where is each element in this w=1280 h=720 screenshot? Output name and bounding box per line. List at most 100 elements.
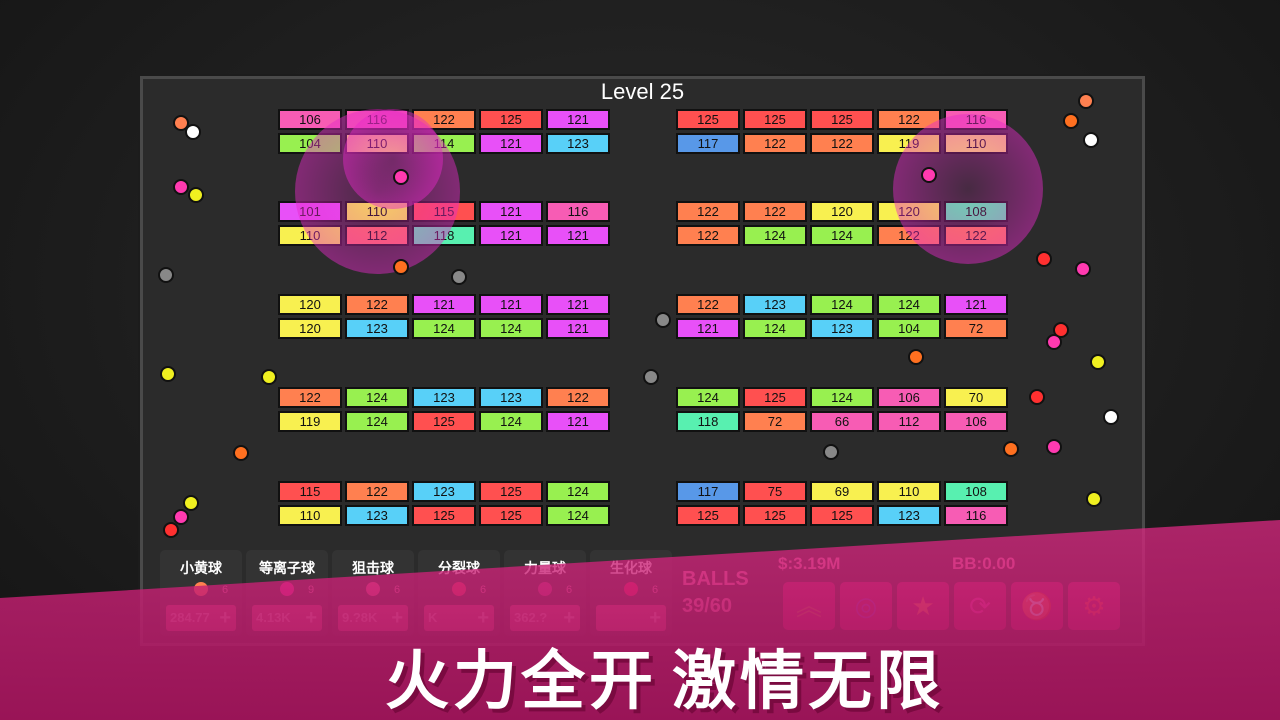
brick: 125	[479, 481, 543, 502]
brick: 75	[743, 481, 807, 502]
stars-icon: ★	[911, 591, 935, 621]
ball-type-count: 6	[652, 584, 659, 596]
brick: 121	[479, 225, 543, 246]
ball	[1046, 439, 1062, 455]
buy-ball-button[interactable]: +	[596, 605, 666, 631]
ball	[1046, 334, 1062, 350]
ball	[1036, 251, 1052, 267]
brick: 125	[412, 505, 476, 526]
refresh-button[interactable]: ⟳	[954, 582, 1006, 630]
strongman-button[interactable]: ♉	[1011, 582, 1063, 630]
buy-ball-button[interactable]: 362.? +	[510, 605, 580, 631]
ball-type-slot[interactable]: 分裂球 6 K +	[418, 550, 500, 636]
brick: 124	[345, 411, 409, 432]
brick: 124	[743, 318, 807, 339]
ball	[1029, 389, 1045, 405]
brick: 124	[546, 481, 610, 502]
ball-type-name: 生化球	[610, 560, 652, 576]
ball-type-slot[interactable]: 小黄球 6 284.77 +	[160, 550, 242, 636]
ball	[163, 522, 179, 538]
brick: 123	[345, 505, 409, 526]
ball-type-slot[interactable]: 力量球 6 362.? +	[504, 550, 586, 636]
vortex-button[interactable]: ◎	[840, 582, 892, 630]
ball-price: 362.?	[514, 610, 548, 625]
brick: 66	[810, 411, 874, 432]
brick: 110	[877, 481, 941, 502]
brick: 121	[412, 294, 476, 315]
brick: 122	[676, 225, 740, 246]
brick-grid: 124 125 124 106 70 118 72 66 112 106	[676, 387, 1008, 432]
brick: 121	[479, 294, 543, 315]
brick: 122	[412, 109, 476, 130]
brick-grid: 117 75 69 110 108 125 125 125 123 116	[676, 481, 1008, 526]
brick: 125	[412, 411, 476, 432]
settings-gear-button[interactable]: ⚙	[1068, 582, 1120, 630]
brick: 106	[278, 109, 342, 130]
ball	[655, 312, 671, 328]
brick: 120	[810, 201, 874, 222]
ball	[261, 369, 277, 385]
brick: 120	[278, 318, 342, 339]
brick: 101	[278, 201, 342, 222]
brick: 122	[546, 387, 610, 408]
ball	[1063, 113, 1079, 129]
brick: 124	[810, 294, 874, 315]
brick: 123	[479, 387, 543, 408]
ball	[160, 366, 176, 382]
ball	[921, 167, 937, 183]
ball-type-slot[interactable]: 等离子球 9 4.13K +	[246, 550, 328, 636]
stars-button[interactable]: ★	[897, 582, 949, 630]
upgrade-chevrons-button[interactable]: ︽	[783, 582, 835, 630]
ball	[393, 169, 409, 185]
refresh-icon: ⟳	[969, 591, 991, 621]
buy-ball-button[interactable]: K +	[424, 605, 494, 631]
brick: 123	[810, 318, 874, 339]
brick: 123	[743, 294, 807, 315]
ball	[173, 179, 189, 195]
brick: 123	[412, 481, 476, 502]
plus-icon: +	[649, 607, 661, 629]
ball	[823, 444, 839, 460]
ball-type-name: 小黄球	[180, 560, 222, 576]
brick: 115	[412, 201, 476, 222]
brick: 125	[743, 505, 807, 526]
buy-ball-button[interactable]: 4.13K +	[252, 605, 322, 631]
ball	[158, 267, 174, 283]
ball	[643, 369, 659, 385]
ball	[1075, 261, 1091, 277]
brick: 69	[810, 481, 874, 502]
brick: 115	[278, 481, 342, 502]
brick-grid: 122 123 124 124 121 121 124 123 104 72	[676, 294, 1008, 339]
ball	[185, 124, 201, 140]
ball-type-count: 6	[222, 584, 229, 596]
brick: 122	[743, 133, 807, 154]
ball-type-slot[interactable]: 狙击球 6 9.?8K +	[332, 550, 414, 636]
brick-grid: 120 122 121 121 121 120 123 124 124 121	[278, 294, 610, 339]
brick: 108	[944, 481, 1008, 502]
brick: 119	[278, 411, 342, 432]
brick-grid: 122 122 120 120 108 122 124 124 122 122	[676, 201, 1008, 246]
brick: 124	[676, 387, 740, 408]
brick: 110	[345, 133, 409, 154]
brick: 121	[546, 294, 610, 315]
buy-ball-button[interactable]: 284.77 +	[166, 605, 236, 631]
brick: 121	[546, 109, 610, 130]
ball-price: 4.13K	[256, 610, 291, 625]
brick: 121	[546, 318, 610, 339]
brick: 116	[944, 505, 1008, 526]
buy-ball-button[interactable]: 9.?8K +	[338, 605, 408, 631]
brick: 122	[877, 109, 941, 130]
ball	[183, 495, 199, 511]
ball-type-slot[interactable]: 生化球 6 +	[590, 550, 672, 636]
brick: 106	[877, 387, 941, 408]
brick: 122	[810, 133, 874, 154]
ball-type-count: 6	[566, 584, 573, 596]
ball	[1086, 491, 1102, 507]
ball	[1078, 93, 1094, 109]
ball-type-name: 狙击球	[352, 560, 394, 576]
ball	[173, 115, 189, 131]
brick: 116	[546, 201, 610, 222]
power-icon	[538, 582, 552, 596]
plus-icon: +	[477, 607, 489, 629]
brick: 121	[479, 201, 543, 222]
